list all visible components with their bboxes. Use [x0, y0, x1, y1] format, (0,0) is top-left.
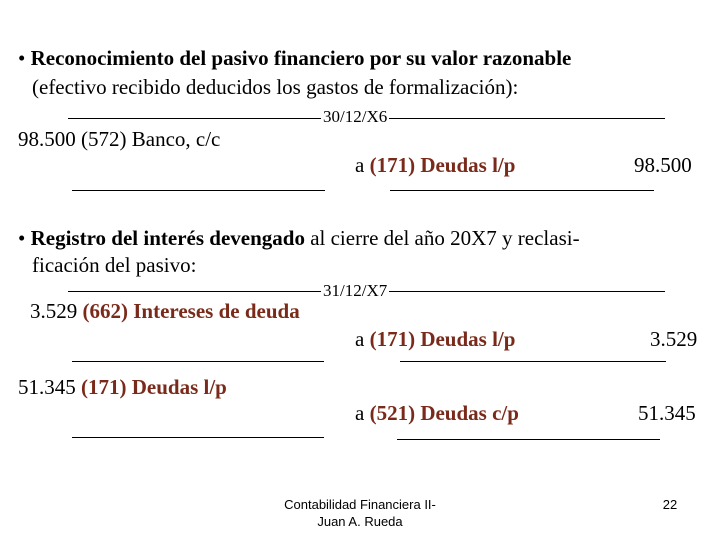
entry1-date: 30/12/X6 [321, 107, 390, 127]
section1-heading: • Reconocimiento del pasivo financiero p… [18, 44, 571, 72]
entry1-credit-account: (171) Deudas l/p [369, 153, 516, 177]
section2-title-rest: al cierre del año 20X7 y reclasi- [304, 226, 580, 250]
entry1-debit-amount: 98.500 [18, 127, 76, 151]
entry2-debit-amount: 3.529 [30, 299, 78, 323]
footer-line2: Juan A. Rueda [317, 514, 403, 529]
entry2-debit: 3.529 (662) Intereses de deuda [30, 299, 300, 324]
entry2-credit-prefix: a [355, 327, 365, 351]
entry1-credit-prefix: a [355, 153, 365, 177]
entry2-debit-account: (662) Intereses de deuda [82, 299, 300, 323]
entry3-debit-account: (171) Deudas l/p [81, 375, 227, 399]
entry3-credit-underline [397, 439, 660, 440]
entry2-credit-underline [400, 361, 666, 362]
entry3-debit-amount: 51.345 [18, 375, 76, 399]
entry1-credit-underline [390, 190, 654, 191]
entry2-date: 31/12/X7 [321, 281, 390, 301]
section2-line2: ficación del pasivo: [32, 253, 197, 277]
entry1-credit-amount: 98.500 [634, 153, 692, 177]
entry3-debit-underline [72, 437, 324, 438]
entry2-credit: a (171) Deudas l/p [355, 327, 515, 352]
section2-title-bold: Registro del interés devengado [30, 226, 305, 250]
entry1-debit-account: (572) Banco, c/c [81, 127, 221, 151]
entry1-credit: a (171) Deudas l/p [355, 153, 515, 178]
entry2-credit-amount: 3.529 [650, 327, 698, 351]
entry2-credit-account: (171) Deudas l/p [369, 327, 516, 351]
entry1-debit-underline [72, 190, 325, 191]
bullet: • [18, 226, 26, 250]
section1-subtitle: (efectivo recibido deducidos los gastos … [32, 75, 519, 99]
footer-line1: Contabilidad Financiera II- [284, 497, 436, 512]
section2-heading: • Registro del interés devengado al cier… [18, 224, 580, 252]
entry3-credit-amount: 51.345 [638, 401, 696, 425]
entry3-debit: 51.345 (171) Deudas l/p [18, 375, 227, 400]
page-number: 22 [662, 497, 678, 512]
entry3-credit-account: (521) Deudas c/p [369, 401, 519, 425]
section1-title: Reconocimiento del pasivo financiero por… [30, 46, 572, 70]
entry2-debit-underline [72, 361, 324, 362]
footer-credit: Contabilidad Financiera II- Juan A. Rued… [260, 496, 460, 530]
bullet: • [18, 46, 26, 70]
entry3-credit: a (521) Deudas c/p [355, 401, 519, 426]
entry3-credit-prefix: a [355, 401, 365, 425]
entry1-debit: 98.500 (572) Banco, c/c [18, 127, 220, 152]
